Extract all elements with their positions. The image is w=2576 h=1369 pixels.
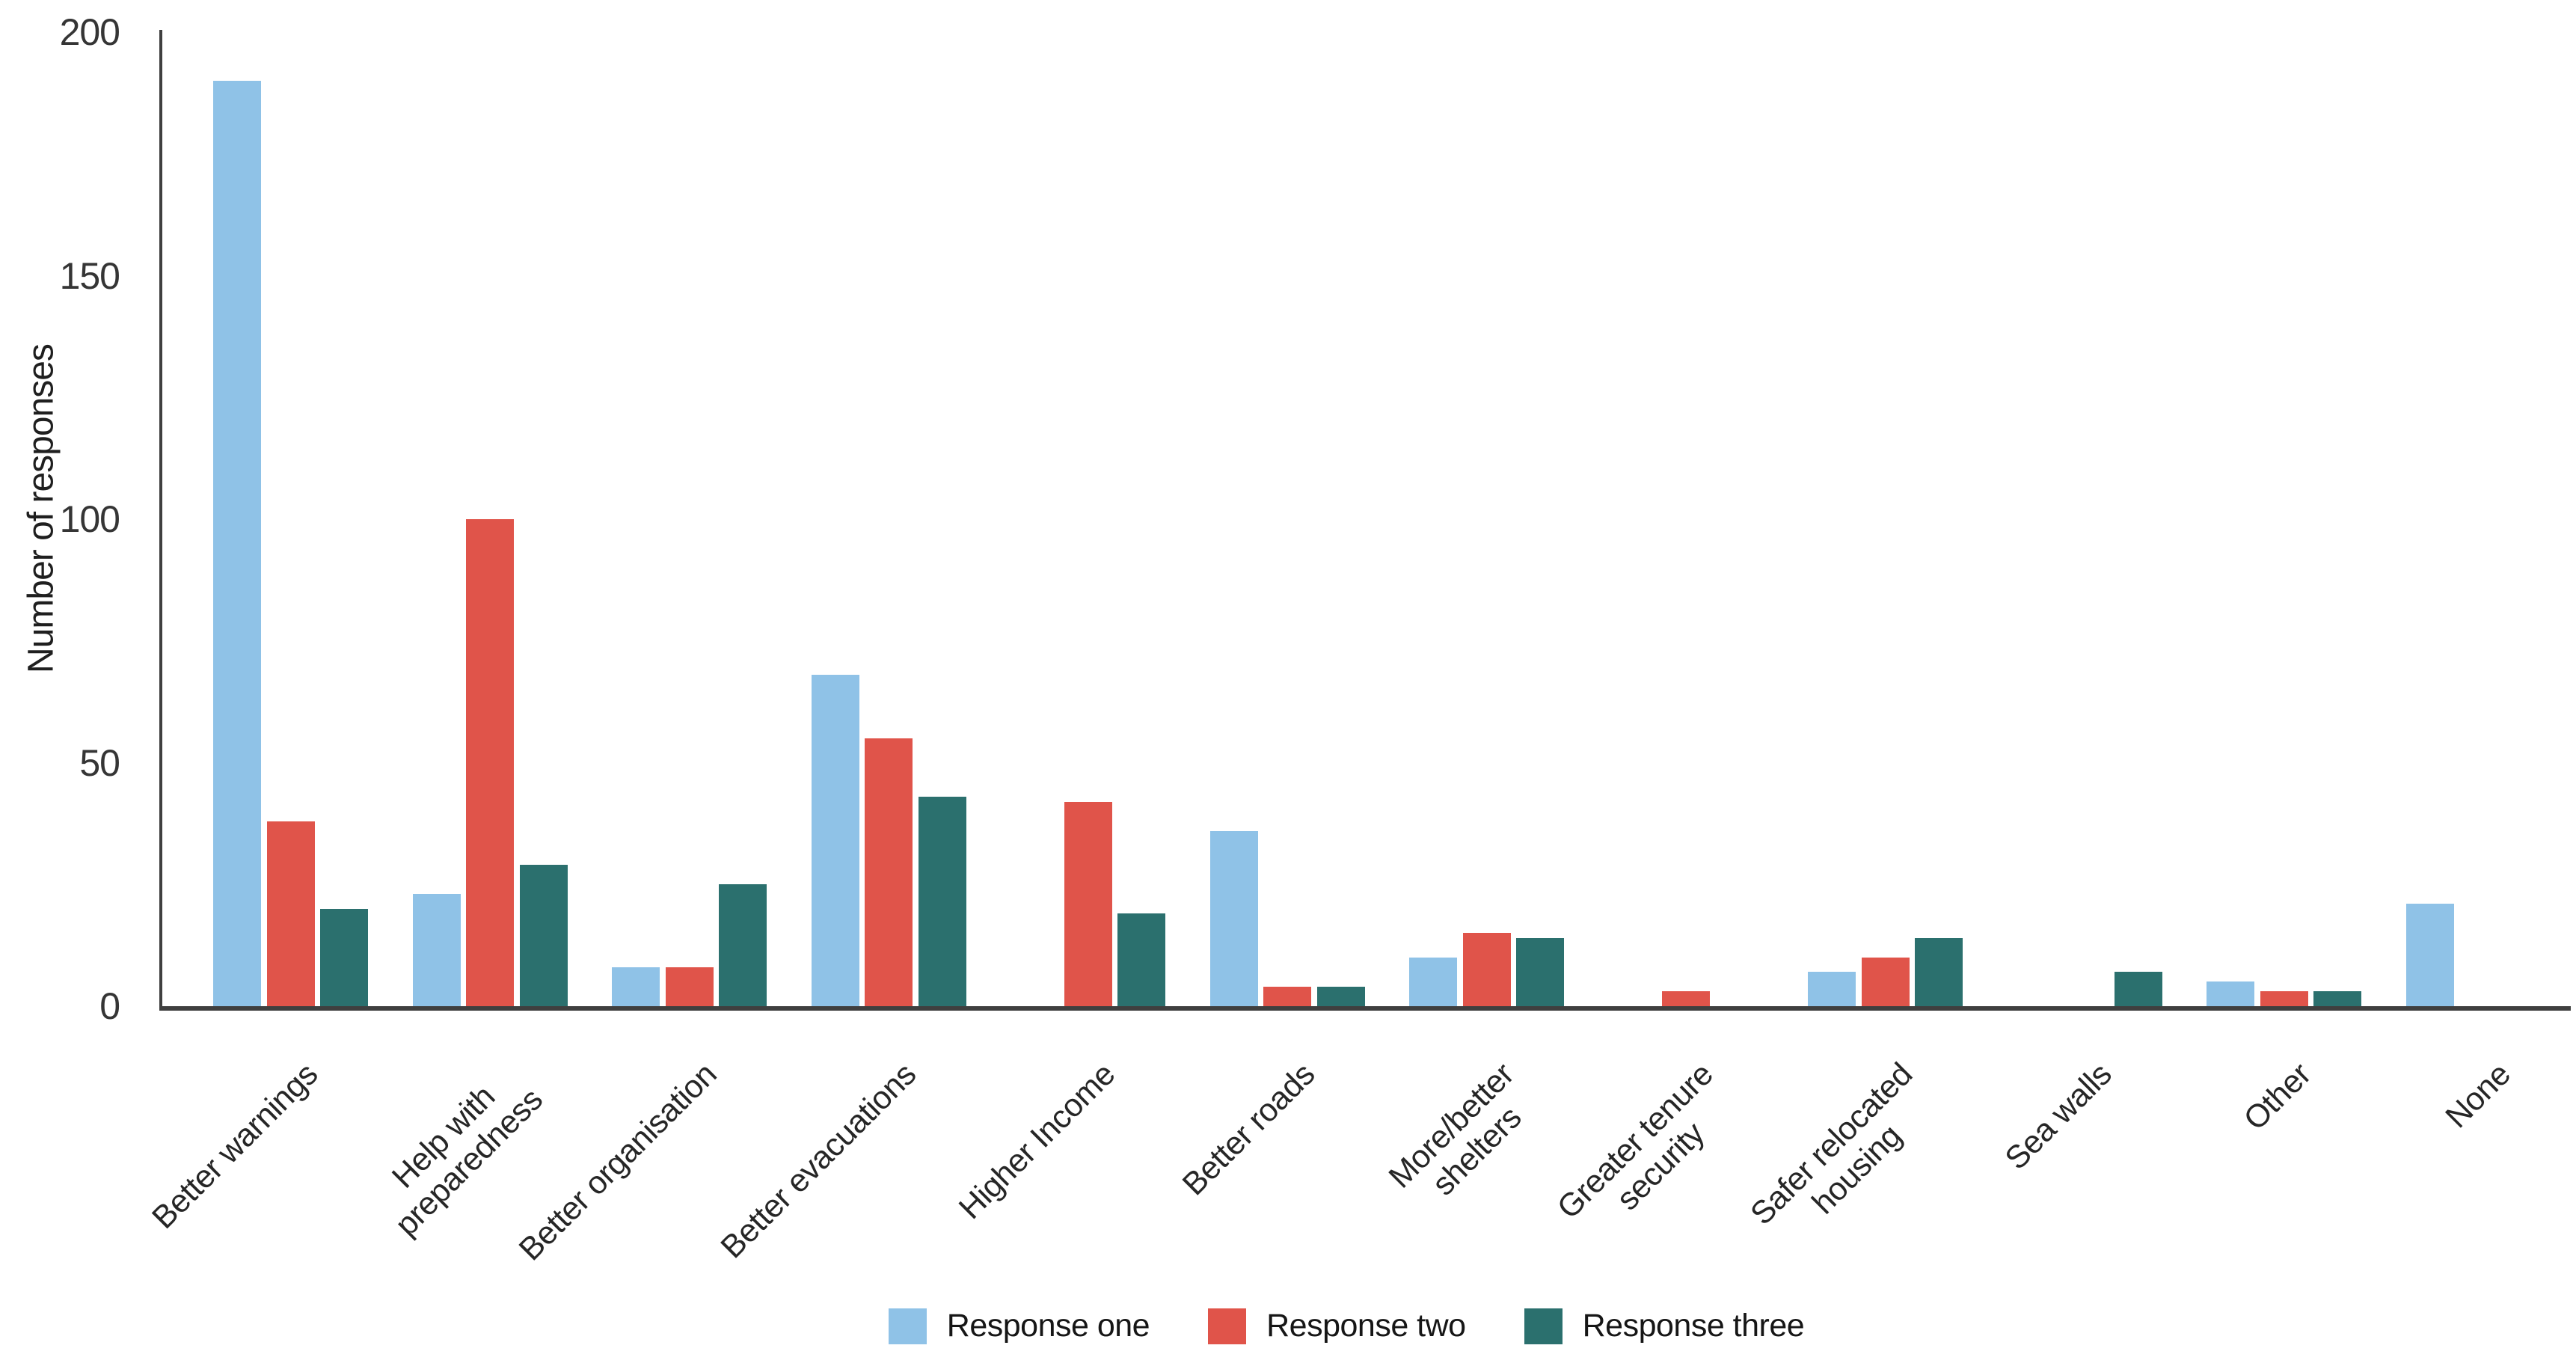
bar <box>266 821 315 1006</box>
legend-item: Response one <box>888 1308 1150 1344</box>
bar <box>2405 904 2454 1006</box>
x-category-label: Better organisation <box>512 1056 724 1268</box>
bar <box>1915 937 1963 1006</box>
legend: Response one Response two Response three <box>58 1308 2576 1344</box>
bar <box>320 908 368 1006</box>
x-axis-line <box>159 1006 2571 1011</box>
y-axis-line <box>159 30 162 1009</box>
bar <box>1409 957 1457 1006</box>
bar <box>1117 913 1165 1006</box>
legend-swatch-icon <box>1524 1308 1563 1344</box>
bar <box>1808 972 1856 1006</box>
x-category-label: Better warnings <box>145 1056 325 1236</box>
y-tick-label: 150 <box>59 254 120 297</box>
legend-item: Response two <box>1208 1308 1466 1344</box>
bar <box>918 797 966 1006</box>
x-category-label: None <box>2438 1056 2518 1136</box>
bar <box>1316 986 1365 1006</box>
bar <box>612 967 660 1006</box>
bar <box>1263 986 1311 1006</box>
bar <box>466 519 514 1006</box>
legend-label: Response one <box>946 1308 1150 1344</box>
bar <box>1209 830 1258 1006</box>
y-tick-label: 200 <box>59 11 120 53</box>
x-category-label: More/better shelters <box>1381 1056 1529 1203</box>
bar <box>1662 991 1710 1006</box>
y-tick-label: 50 <box>79 741 120 784</box>
bar <box>1064 801 1112 1006</box>
bar <box>1861 957 1910 1006</box>
bar <box>213 81 261 1006</box>
x-category-label: Higher Income <box>952 1056 1123 1227</box>
x-category-label: Better evacuations <box>714 1056 923 1266</box>
bar <box>719 884 767 1006</box>
bar <box>412 894 461 1006</box>
legend-label: Response three <box>1582 1308 1805 1344</box>
bar <box>2313 991 2361 1006</box>
x-category-label: Sea walls <box>1999 1056 2119 1177</box>
y-tick-label: 100 <box>59 498 120 540</box>
bar <box>2207 981 2254 1006</box>
bar <box>665 967 714 1006</box>
bar <box>2260 991 2308 1006</box>
bar <box>2114 972 2162 1006</box>
bar <box>1462 933 1511 1006</box>
legend-swatch-icon <box>1208 1308 1247 1344</box>
bar <box>865 738 913 1006</box>
bar <box>519 865 568 1006</box>
y-tick-label: 0 <box>99 985 120 1027</box>
x-category-label: Better roads <box>1175 1056 1322 1203</box>
x-category-label: Safer relocated housing <box>1744 1056 1920 1232</box>
legend-item: Response three <box>1524 1308 1805 1344</box>
x-category-label: Help with preparedness <box>385 1078 550 1243</box>
x-category-label: Other <box>2237 1056 2319 1138</box>
bar <box>811 675 859 1006</box>
x-category-label: Greater tenure security <box>1551 1056 1720 1226</box>
legend-swatch-icon <box>888 1308 927 1344</box>
legend-label: Response two <box>1266 1308 1466 1344</box>
bar <box>1516 937 1564 1006</box>
